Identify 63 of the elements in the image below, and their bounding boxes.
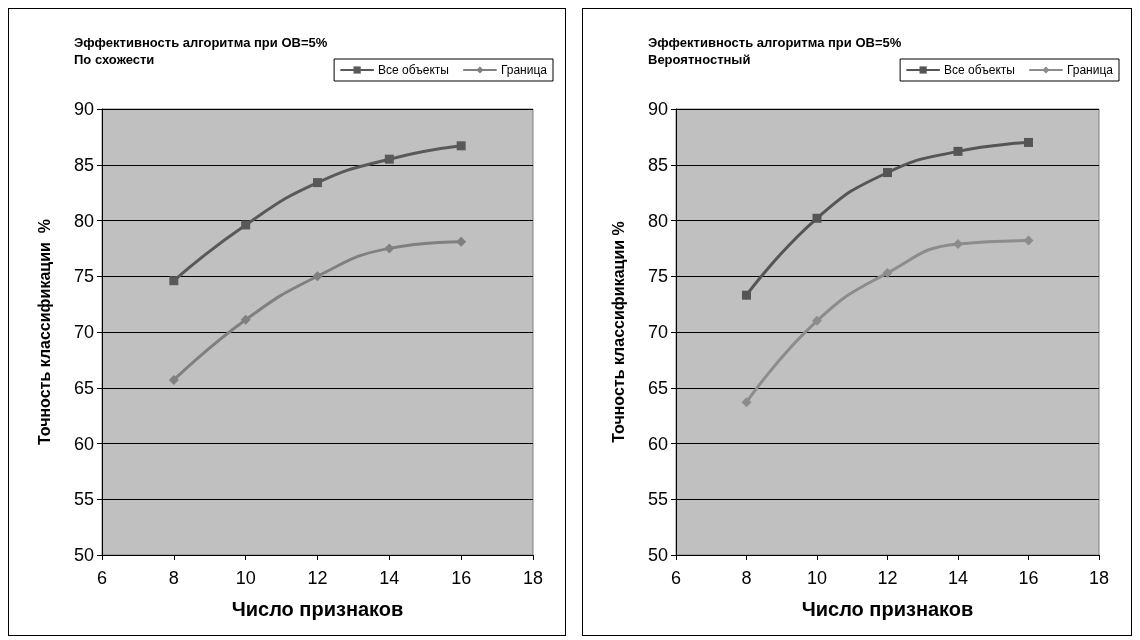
y-tick-label: 80 [73, 210, 94, 231]
point [741, 397, 752, 408]
y-tick-label: 70 [647, 322, 668, 342]
y-tick-label: 70 [73, 322, 94, 342]
y-tick-label: 80 [647, 210, 668, 231]
legend-label: Все объекты [944, 63, 1015, 77]
y-tick-label: 85 [73, 154, 94, 175]
x-axis-title: Число признаков [801, 598, 974, 620]
y-tick-label: 65 [73, 377, 94, 398]
x-tick-label: 10 [235, 568, 256, 588]
point [1024, 137, 1033, 147]
y-tick-label: 90 [647, 99, 668, 119]
chart-title: Эффективность алгоритма при ОВ=5% [74, 35, 328, 50]
chart-subtitle: Вероятностный [648, 52, 751, 67]
y-tick-label: 60 [647, 433, 668, 454]
x-axis-title: Число признаков [231, 598, 404, 620]
chart-title: Эффективность алгоритма при ОВ=5% [648, 35, 902, 50]
point [812, 315, 822, 326]
x-tick-label: 18 [1088, 568, 1110, 588]
point [812, 213, 822, 223]
y-tick-label: 90 [73, 99, 94, 119]
x-tick-label: 14 [379, 568, 400, 588]
chart-subtitle: По схожести [74, 52, 155, 67]
point [384, 154, 394, 164]
x-tick-label: 12 [307, 568, 328, 588]
y-tick-label: 75 [647, 266, 668, 287]
legend-label: Граница [500, 63, 548, 77]
x-tick-label: 10 [806, 568, 828, 588]
x-tick-label: 6 [96, 568, 108, 588]
y-tick-label: 50 [73, 545, 94, 565]
y-tick-label: 85 [647, 154, 668, 175]
x-tick-label: 18 [522, 568, 544, 588]
point [169, 276, 179, 286]
point [742, 290, 751, 300]
x-tick-label: 16 [1018, 568, 1039, 588]
point [312, 271, 323, 282]
x-tick-label: 16 [451, 568, 472, 588]
legend-label: Все объекты [378, 63, 449, 77]
y-tick-label: 65 [647, 377, 668, 398]
y-tick-label: 55 [73, 489, 94, 510]
point [313, 178, 322, 188]
y-tick-label: 50 [647, 545, 668, 565]
point [883, 168, 892, 178]
x-tick-label: 8 [741, 568, 752, 588]
point [168, 374, 179, 385]
legend-label: Граница [1066, 63, 1114, 77]
point [456, 236, 467, 247]
point [456, 141, 466, 151]
y-tick-label: 60 [73, 433, 94, 454]
y-axis-title: Точность классификации % [609, 221, 627, 443]
point [953, 238, 963, 249]
x-tick-label: 14 [947, 568, 969, 588]
point [241, 220, 251, 230]
x-tick-label: 8 [168, 568, 179, 588]
x-tick-label: 12 [877, 568, 898, 588]
point [240, 314, 251, 325]
x-tick-label: 6 [670, 568, 682, 588]
point [953, 146, 963, 156]
y-tick-label: 55 [647, 489, 668, 510]
y-tick-label: 75 [73, 266, 94, 287]
point [882, 267, 893, 278]
y-axis-title: Точность классификации % [35, 219, 53, 445]
point [384, 243, 395, 254]
